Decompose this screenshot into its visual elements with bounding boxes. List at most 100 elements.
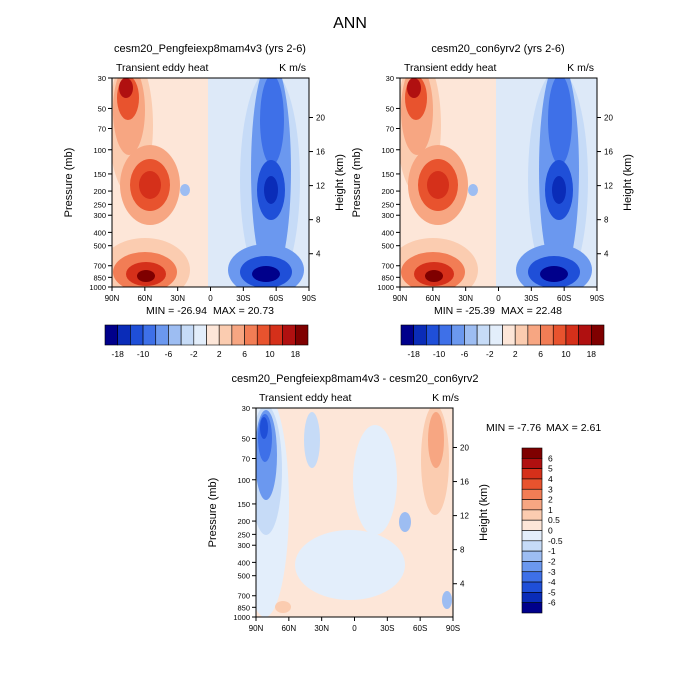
axes: 90N 60N 30N 0 30S 60S 90S 30 50 70 100 150 200 250 300… — [207, 404, 490, 633]
y-tick-label: 30 — [386, 74, 394, 83]
colorbar-swatch — [256, 324, 271, 346]
y-tick-label: 500 — [237, 572, 250, 581]
x-tick-label: 90N — [105, 294, 120, 303]
panel-control: cesm20_con6yrv2 (yrs 2-6) Transient eddy… — [351, 43, 634, 359]
y-tick-label: 1000 — [233, 613, 250, 622]
y-tick-label: 100 — [237, 476, 250, 485]
field-warm-core-low — [425, 270, 443, 282]
y-axis-label: Pressure (mb) — [207, 478, 219, 548]
colorbar-label: -2 — [190, 349, 198, 359]
field-negative-patch — [442, 591, 452, 609]
colorbar-label: 2 — [548, 495, 553, 505]
y-tick-label: 400 — [381, 228, 394, 237]
panel-difference: cesm20_Pengfeiexp8mam4v3 - cesm20_con6yr… — [207, 373, 601, 633]
min-label: MIN = -7.76 — [486, 422, 541, 434]
colorbar-swatch — [521, 540, 543, 552]
colorbar-swatch — [231, 324, 245, 346]
y-tick-label: 250 — [381, 200, 394, 209]
y-tick-label: 150 — [237, 500, 250, 509]
max-label: MAX = 22.48 — [501, 305, 562, 317]
colorbar-label: 3 — [548, 484, 553, 494]
colorbar-label: 2 — [513, 349, 518, 359]
colorbar-swatch — [180, 324, 195, 346]
x-tick-label: 60S — [413, 624, 427, 633]
x-tick-label: 0 — [352, 624, 357, 633]
x-tick-label: 90N — [249, 624, 264, 633]
colorbar-label: 18 — [587, 349, 597, 359]
colorbar-swatch — [578, 324, 592, 346]
colorbar-swatch — [514, 324, 529, 346]
field-cool-band — [548, 78, 572, 165]
colorbar-swatch — [117, 324, 131, 346]
y-tick-label: 850 — [93, 273, 106, 282]
panel-subtitle-left: Transient eddy heat — [116, 62, 209, 74]
field-cool-band — [260, 78, 284, 165]
colorbar-swatch — [218, 324, 233, 346]
axes: 90N 60N 30N 0 30S 60S 90S 30 50 70 100 150 200 250 300… — [63, 74, 346, 303]
colorbar-label: 2 — [217, 349, 222, 359]
panel-title: cesm20_con6yrv2 (yrs 2-6) — [431, 43, 564, 55]
y-right-axis-label: Height (km) — [622, 154, 634, 211]
x-tick-label: 0 — [496, 294, 501, 303]
y-right-axis-label: Height (km) — [478, 484, 490, 541]
colorbar-horizontal: -18 -10 -6 -2 2 6 10 18 — [104, 324, 309, 359]
field-cool-core-low — [540, 266, 568, 282]
y-right-tick-label: 12 — [460, 512, 469, 521]
heatmap-field — [400, 78, 597, 287]
max-label: MAX = 20.73 — [213, 305, 274, 317]
y-tick-label: 250 — [93, 200, 106, 209]
x-tick-label: 60N — [425, 294, 440, 303]
min-label: MIN = -26.94 — [146, 305, 207, 317]
colorbar-label: -6 — [165, 349, 173, 359]
y-right-tick-label: 8 — [604, 216, 609, 225]
y-tick-label: 70 — [98, 125, 106, 134]
y-tick-label: 400 — [93, 228, 106, 237]
colorbar-label: -18 — [112, 349, 125, 359]
colorbar-swatch — [413, 324, 427, 346]
figure-title: ANN — [333, 15, 367, 32]
y-tick-label: 700 — [93, 262, 106, 271]
y-right-tick-label: 20 — [604, 113, 613, 122]
field-cool-core-mid — [552, 176, 566, 204]
x-tick-label: 60N — [137, 294, 152, 303]
y-axis-label: Pressure (mb) — [63, 148, 75, 218]
x-tick-label: 90S — [590, 294, 604, 303]
x-tick-label: 30N — [314, 624, 329, 633]
colorbar-swatch — [521, 550, 543, 562]
field-cool-patch — [468, 184, 478, 196]
colorbar-swatch — [206, 324, 220, 346]
colorbar-swatch — [400, 324, 414, 346]
field-warm-core-mid — [427, 171, 449, 199]
field-positive-band — [428, 412, 444, 468]
colorbar-swatch — [521, 458, 543, 469]
y-tick-label: 150 — [93, 170, 106, 179]
x-tick-label: 60S — [557, 294, 571, 303]
y-tick-label: 200 — [381, 187, 394, 196]
field-cool-core-low — [252, 266, 280, 282]
colorbar-swatch — [521, 509, 543, 521]
y-tick-label: 400 — [237, 558, 250, 567]
colorbar-label: -18 — [408, 349, 421, 359]
field-negative-core — [260, 417, 268, 439]
x-tick-label: 60S — [269, 294, 283, 303]
y-tick-label: 1000 — [89, 283, 106, 292]
colorbar-swatch — [464, 324, 478, 346]
panel-units: K m/s — [432, 392, 459, 404]
y-tick-label: 50 — [242, 434, 250, 443]
x-tick-label: 30S — [524, 294, 538, 303]
colorbar-swatch — [476, 324, 491, 346]
colorbar-swatch — [565, 324, 579, 346]
colorbar-swatch — [142, 324, 157, 346]
field-warm-core-mid — [139, 171, 161, 199]
y-tick-label: 200 — [93, 187, 106, 196]
y-tick-label: 300 — [381, 211, 394, 220]
colorbar-swatch — [521, 519, 543, 531]
colorbar-swatch — [104, 324, 118, 346]
colorbar-label: 0 — [548, 526, 553, 536]
colorbar-label: -6 — [461, 349, 469, 359]
panel-title: cesm20_Pengfeiexp8mam4v3 (yrs 2-6) — [114, 43, 306, 55]
x-tick-label: 30S — [236, 294, 250, 303]
y-tick-label: 700 — [381, 262, 394, 271]
